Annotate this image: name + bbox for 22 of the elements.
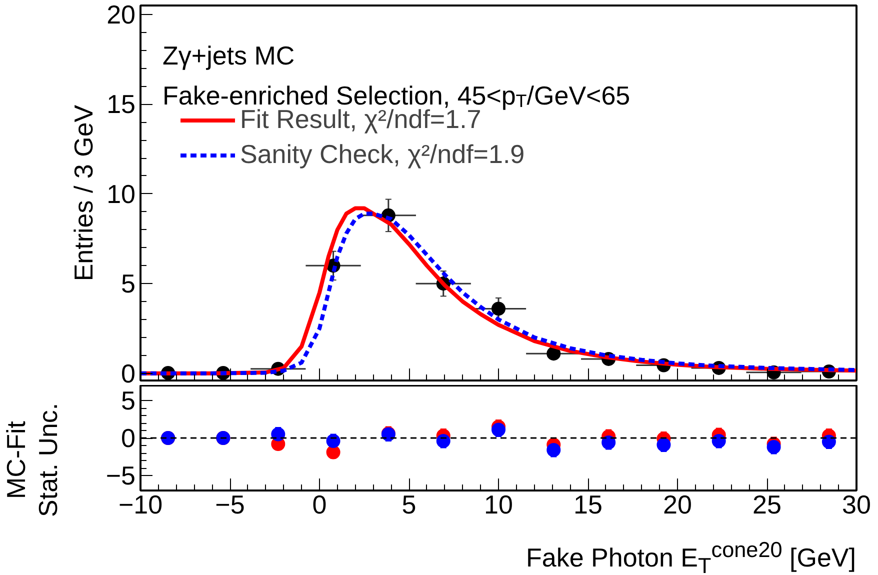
y-tick-label: 0 [121, 423, 136, 453]
y-axis-title: Entries / 3 GeV [68, 104, 99, 282]
x-tick-label: 10 [484, 490, 513, 520]
x-tick-label: 20 [663, 490, 692, 520]
y-tick-label: −5 [106, 460, 136, 490]
x-tick-label: 5 [402, 490, 416, 520]
y-tick-label: 5 [121, 268, 136, 299]
x-tick-label: 30 [842, 490, 871, 520]
x-tick-label: −5 [215, 490, 245, 520]
x-tick-label: 15 [574, 490, 602, 520]
annotation: Zγ+jets MC [162, 40, 295, 70]
y-tick-label: 15 [106, 89, 136, 120]
y-tick-label: 10 [106, 178, 136, 209]
y-tick-label: 20 [106, 0, 136, 30]
y-tick-label: 5 [121, 386, 136, 416]
x-axis-title: Fake Photon E$_{T}$$^{cone20}$ [GeV] [525, 536, 856, 575]
x-tick-label: 25 [752, 490, 782, 520]
y-axis-title: MC-Fit Stat. Unc. [0, 402, 64, 520]
legend-label: Sanity Check, χ²/ndf=1.9 [240, 139, 525, 170]
y-tick-label: 0 [121, 358, 136, 388]
x-tick-label: −10 [118, 490, 163, 520]
x-tick-label: 0 [312, 490, 327, 520]
